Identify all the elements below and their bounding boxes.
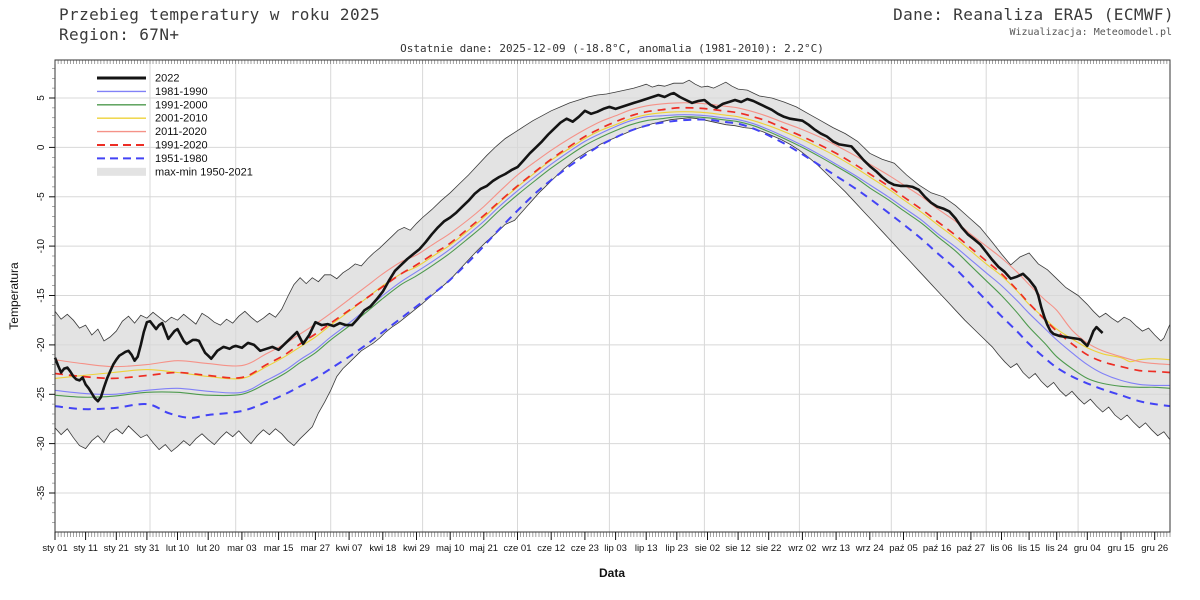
x-tick-label: gru 26: [1141, 543, 1168, 554]
x-tick-label: cze 12: [537, 543, 565, 554]
x-tick-label: cze 01: [504, 543, 532, 554]
legend-item-label: 2011-2020: [155, 126, 207, 138]
x-tick-label: kwi 18: [369, 543, 396, 554]
x-axis-label: Data: [598, 566, 626, 580]
data-source-label: Dane: Reanaliza ERA5 (ECMWF): [893, 5, 1174, 24]
y-tick-label: 0: [36, 144, 47, 150]
x-tick-label: wrz 13: [821, 543, 850, 554]
x-tick-label: gru 04: [1074, 543, 1101, 554]
x-tick-label: lis 06: [990, 543, 1012, 554]
x-tick-label: lip 13: [635, 543, 658, 554]
x-tick-label: sty 11: [73, 543, 98, 554]
y-tick-label: -20: [36, 337, 47, 352]
y-tick-label: -35: [36, 485, 47, 500]
x-tick-label: maj 21: [470, 543, 499, 554]
y-tick-label: -30: [36, 436, 47, 451]
y-tick-label: -5: [36, 192, 47, 201]
series-1981-1990: [54, 114, 1171, 396]
x-tick-label: sty 21: [104, 543, 129, 554]
y-tick-label: -15: [36, 288, 47, 303]
legend-item-label: 2022: [155, 73, 179, 85]
series-1991-2020: [54, 106, 1171, 380]
series-1991-2000: [54, 116, 1171, 398]
legend-item-label: 1991-2020: [155, 140, 208, 152]
series-2022: [53, 91, 1104, 403]
x-tick-label: cze 23: [571, 543, 599, 554]
legend-item-label: 1981-1990: [155, 86, 208, 98]
x-tick-label: lip 23: [665, 543, 688, 554]
x-tick-label: lut 10: [166, 543, 189, 554]
y-tick-label: -10: [36, 238, 47, 253]
last-data-subtitle: Ostatnie dane: 2025-12-09 (-18.8°C, anom…: [400, 42, 824, 55]
x-tick-label: mar 15: [264, 543, 294, 554]
series-2011-2020: [54, 102, 1171, 368]
y-tick-label: -25: [36, 387, 47, 402]
x-tick-label: mar 03: [227, 543, 257, 554]
x-tick-label: sie 02: [695, 543, 720, 554]
x-tick-label: sty 01: [42, 543, 67, 554]
x-tick-label: paź 16: [923, 543, 952, 554]
x-tick-label: kwi 07: [336, 543, 363, 554]
legend-item-label: max-min 1950-2021: [155, 166, 253, 178]
x-tick-label: sie 22: [756, 543, 781, 554]
legend-item-label: 1951-1980: [155, 153, 208, 165]
visualization-credit: Wizualizacja: Meteomodel.pl: [1009, 27, 1172, 38]
x-tick-label: wrz 24: [855, 543, 884, 554]
series-1951-1980: [54, 118, 1171, 419]
x-tick-label: gru 15: [1108, 543, 1135, 554]
y-tick-label: 5: [36, 95, 47, 101]
x-tick-label: lis 24: [1046, 543, 1068, 554]
x-tick-label: lut 20: [197, 543, 220, 554]
x-tick-label: lis 15: [1018, 543, 1040, 554]
legend-item-label: 2001-2010: [155, 113, 208, 125]
y-axis: 5 0 -5 -10 -15 -20 -25 -30 -35: [36, 68, 55, 523]
x-tick-label: paź 05: [889, 543, 918, 554]
page-title: Przebieg temperatury w roku 2025: [59, 5, 381, 24]
x-tick-label: mar 27: [301, 543, 331, 554]
legend-band-swatch: [97, 167, 146, 176]
band-lower-edge: [54, 117, 1171, 453]
x-tick-label: kwi 29: [403, 543, 430, 554]
x-tick-label: lip 03: [604, 543, 627, 554]
x-tick-label: sie 12: [725, 543, 750, 554]
region-subtitle: Region: 67N+: [59, 25, 180, 44]
legend-item-label: 1991-2000: [155, 99, 208, 111]
band-upper-edge: [54, 79, 1171, 342]
x-tick-label: sty 31: [134, 543, 159, 554]
x-tick-label: maj 10: [436, 543, 465, 554]
x-axis: sty 01 sty 11 sty 21 sty 31 lut 10 lut 20 mar …: [42, 532, 1168, 554]
x-tick-label: wrz 02: [787, 543, 816, 554]
x-tick-label: paź 27: [957, 543, 986, 554]
